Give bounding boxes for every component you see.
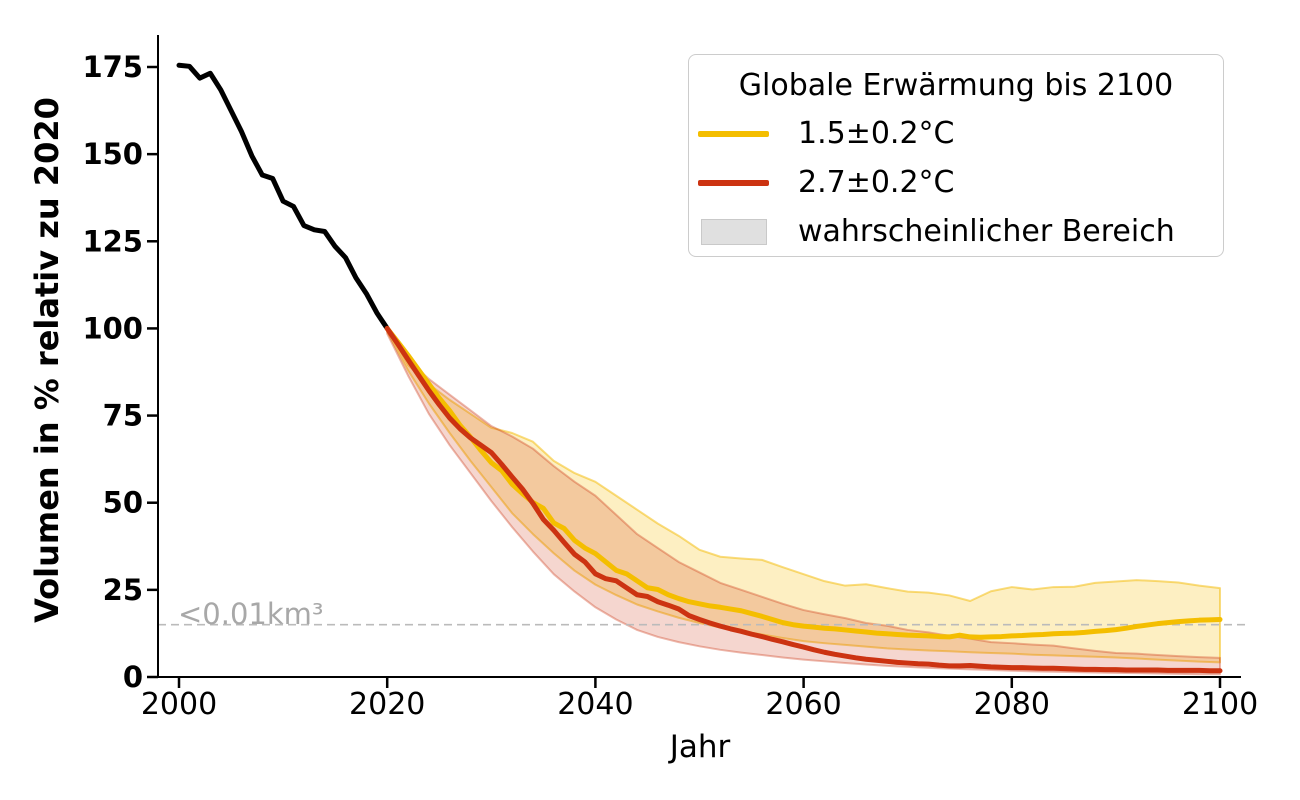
x-axis-label: Jahr — [669, 729, 731, 765]
legend-title: Globale Erwärmung bis 2100 — [738, 68, 1174, 103]
warm-2p7-line-swatch — [698, 179, 769, 186]
legend-label: wahrscheinlicher Bereich — [798, 214, 1175, 249]
y-tick-label: 150 — [82, 137, 143, 171]
y-tick-label: 25 — [103, 573, 143, 607]
warm-1p5-line-swatch — [698, 130, 769, 137]
y-tick-label: 175 — [82, 50, 143, 84]
y-tick-label: 125 — [82, 224, 143, 258]
series-historical — [176, 62, 390, 331]
x-tick-label: 2060 — [765, 687, 841, 722]
band-band-2p7 — [386, 327, 1221, 676]
y-tick-label: 50 — [103, 486, 143, 520]
legend-label: 1.5±0.2°C — [798, 116, 955, 151]
legend-entry-1p5: 1.5±0.2°C — [689, 109, 1223, 158]
threshold-annotation: <0.01km³ — [178, 597, 324, 631]
x-tick-label: 2080 — [974, 687, 1050, 722]
legend-entry-range: wahrscheinlicher Bereich — [689, 207, 1223, 256]
legend-swatch-cell — [698, 218, 769, 245]
x-tick-label: 2000 — [141, 687, 217, 722]
y-tick-label: 100 — [82, 311, 143, 345]
legend: Globale Erwärmung bis 2100 1.5±0.2°C 2.7… — [688, 54, 1224, 257]
x-tick-label: 2040 — [557, 687, 633, 722]
legend-label: 2.7±0.2°C — [798, 165, 955, 200]
series-scenario-2p7 — [384, 325, 1223, 674]
y-tick-label: 0 — [123, 660, 143, 694]
x-tick-label: 2100 — [1182, 687, 1258, 722]
legend-entry-2p7: 2.7±0.2°C — [689, 158, 1223, 207]
legend-swatch-cell — [698, 179, 769, 186]
band-band-1p5 — [386, 327, 1221, 664]
y-axis-label: Volumen in % relativ zu 2020 — [28, 97, 66, 623]
likely-range-patch-swatch — [700, 218, 767, 245]
y-tick-label: 75 — [103, 399, 143, 433]
x-tick-label: 2020 — [349, 687, 425, 722]
legend-swatch-cell — [698, 130, 769, 137]
